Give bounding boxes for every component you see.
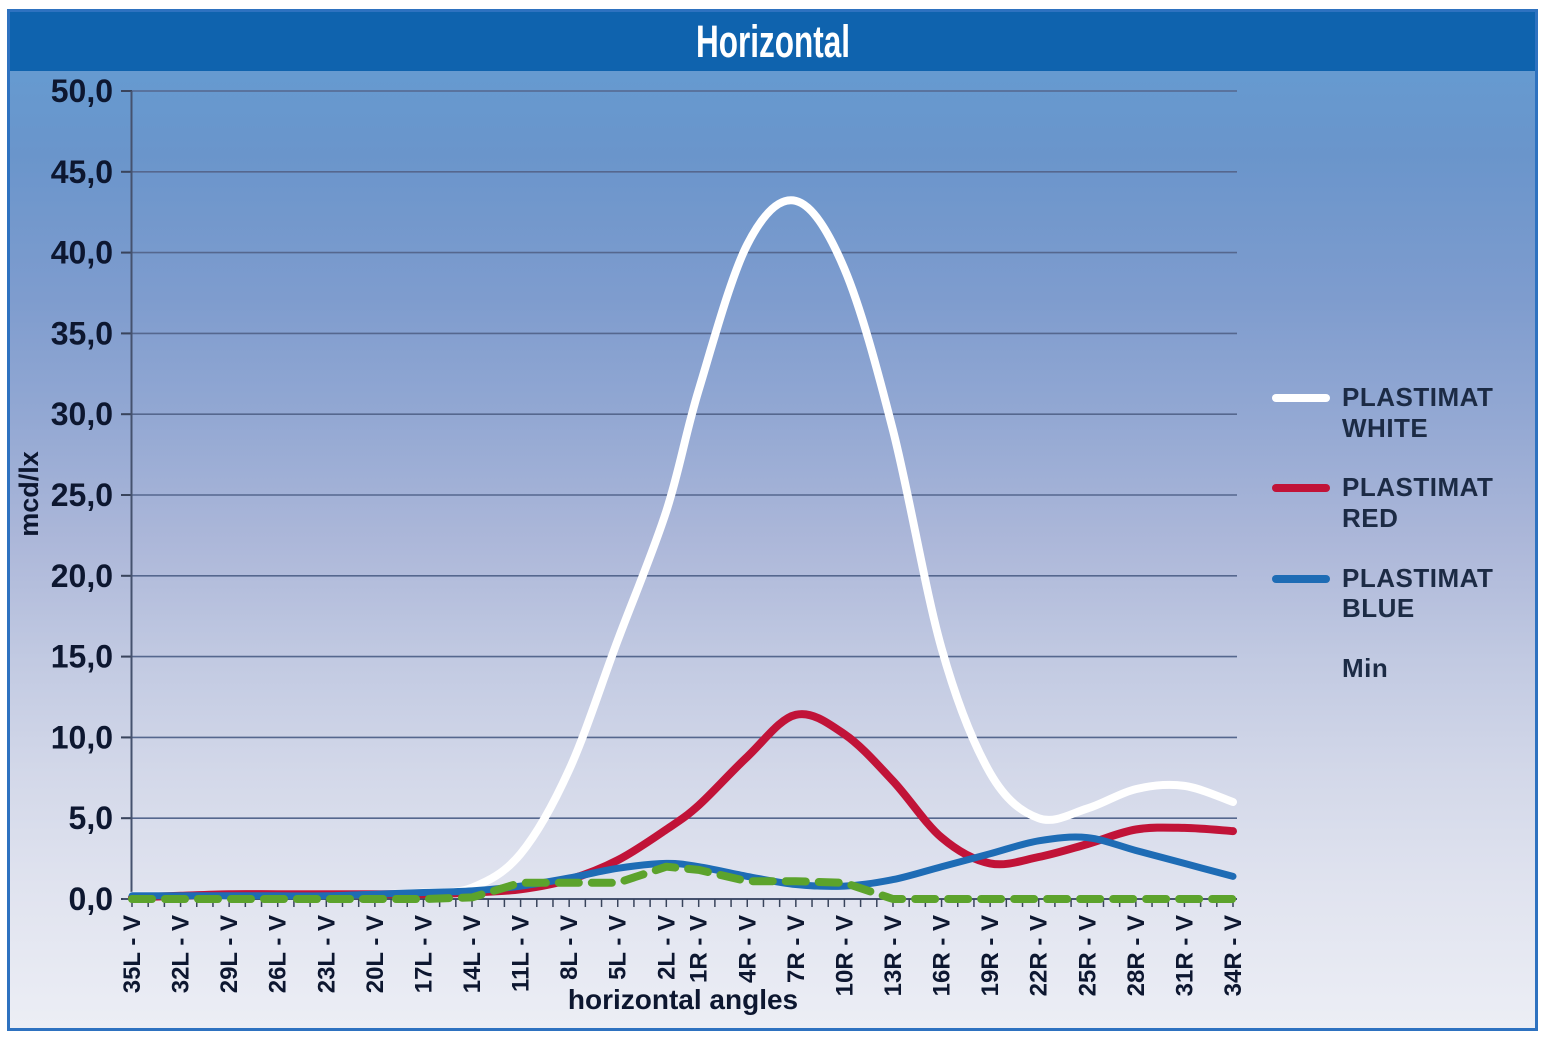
series-line-plastimat-blue <box>128 833 1237 900</box>
x-tick-label: 16R - V <box>929 915 956 996</box>
x-tick-label: 8L - V <box>556 915 583 980</box>
x-tick-label: 17L - V <box>410 915 437 993</box>
x-tick-label: 11L - V <box>508 915 535 992</box>
x-tick-label: 35L - V <box>119 915 146 993</box>
legend-line-sample <box>1272 394 1330 402</box>
y-tick-label: 40,0 <box>51 235 113 271</box>
y-tick-label: 30,0 <box>51 396 113 432</box>
y-tick-label: 10,0 <box>51 719 113 755</box>
y-tick-label: 25,0 <box>51 477 113 513</box>
chart-legend: PLASTIMAT WHITE PLASTIMAT RED PLASTIMAT BL… <box>1272 382 1502 684</box>
legend-line-sample <box>1272 484 1330 493</box>
series-line-plastimat-red <box>128 710 1237 902</box>
legend-label: Min <box>1342 653 1389 684</box>
x-tick-label: 14L - V <box>459 915 486 993</box>
x-tick-label: 26L - V <box>265 915 292 993</box>
x-axis-title: horizontal angles <box>568 984 798 1015</box>
x-tick-label: 28R - V <box>1123 915 1150 996</box>
x-tick-label: 34R - V <box>1220 915 1247 996</box>
y-tick-label: 5,0 <box>69 800 113 836</box>
x-tick-label: 5L - V <box>605 915 632 980</box>
x-tick-label: 22R - V <box>1026 915 1053 996</box>
x-tick-label: 1R - V <box>686 915 713 983</box>
x-tick-label: 4R - V <box>734 915 761 983</box>
y-tick-label: 35,0 <box>51 315 113 351</box>
legend-line-sample <box>1272 574 1330 583</box>
legend-item-plastimat-red: PLASTIMAT RED <box>1272 472 1502 533</box>
legend-item-plastimat-white: PLASTIMAT WHITE <box>1272 382 1502 443</box>
x-tick-label: 23L - V <box>313 915 340 993</box>
x-tick-label: 13R - V <box>880 915 907 996</box>
legend-item-min: Min <box>1272 653 1502 684</box>
y-axis-title: mcd/lx <box>14 451 44 537</box>
y-tick-label: 50,0 <box>51 73 113 109</box>
x-tick-label: 32L - V <box>168 915 195 993</box>
legend-label: PLASTIMAT RED <box>1342 472 1494 534</box>
chart-title: Horizontal <box>695 15 850 67</box>
x-tick-label: 2L - V <box>653 915 680 980</box>
legend-label: PLASTIMAT WHITE <box>1342 382 1494 443</box>
x-tick-label: 31R - V <box>1171 915 1198 996</box>
x-tick-label: 29L - V <box>216 915 243 993</box>
x-tick-label: 19R - V <box>977 915 1004 996</box>
x-tick-label: 20L - V <box>362 915 389 993</box>
x-tick-label: 10R - V <box>831 915 858 996</box>
x-tick-label: 7R - V <box>783 915 810 983</box>
legend-label: PLASTIMAT BLUE <box>1342 562 1494 624</box>
y-tick-label: 0,0 <box>69 881 113 917</box>
series-line-min <box>128 862 1237 903</box>
series-line-plastimat-white <box>128 196 1237 900</box>
chart-frame: Horizontal <box>7 9 1538 1031</box>
legend-item-plastimat-blue: PLASTIMAT BLUE <box>1272 563 1502 624</box>
chart-title-bar: Horizontal <box>10 12 1535 71</box>
legend-line-sample <box>1272 665 1330 673</box>
y-tick-label: 15,0 <box>51 639 113 675</box>
y-tick-label: 20,0 <box>51 558 113 594</box>
y-tick-label: 45,0 <box>51 154 113 190</box>
x-tick-label: 25R - V <box>1074 915 1101 996</box>
